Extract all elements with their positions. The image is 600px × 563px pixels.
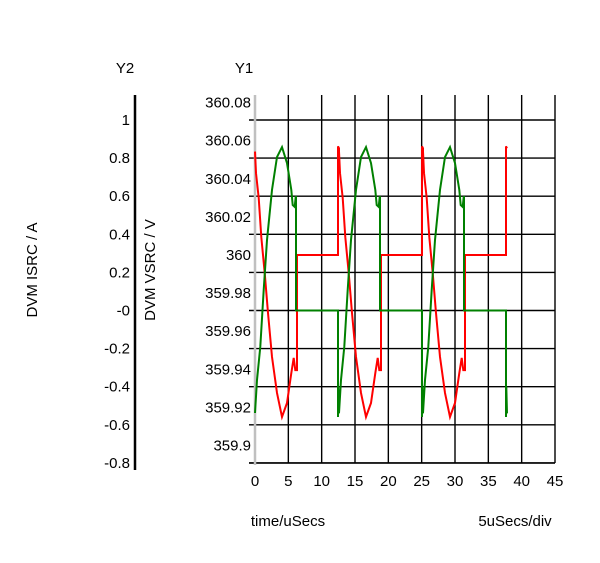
x-tick-label: 20 — [380, 473, 397, 490]
y1-tick-label: 359.9 — [213, 438, 251, 455]
y1-tick-label: 360.04 — [205, 171, 251, 188]
y2-tick-label: 0.2 — [109, 264, 130, 281]
y1-tick-label: 359.96 — [205, 323, 251, 340]
x-tick-label: 25 — [413, 473, 430, 490]
grid — [249, 95, 556, 464]
y1-tick-label: 360.08 — [205, 95, 251, 112]
series-group — [254, 144, 508, 421]
y1-tick-label: 360.02 — [205, 209, 251, 226]
y2-tick-label: -0.2 — [104, 341, 130, 358]
y2-tick-label: -0.8 — [104, 455, 130, 472]
y1-tick-label: 360.06 — [205, 133, 251, 150]
x-tick-label: 35 — [480, 473, 497, 490]
y2-tick-label: 1 — [122, 112, 130, 129]
y2-axis-label: DVM ISRC / A — [24, 222, 41, 317]
x-tick-label: 10 — [313, 473, 330, 490]
x-scale-label: 5uSecs/div — [478, 513, 552, 530]
y2-tick-label: 0.8 — [109, 150, 130, 167]
y1-axis-label: DVM VSRC / V — [142, 219, 159, 321]
y2-tick-label: 0.6 — [109, 188, 130, 205]
x-tick-label: 45 — [547, 473, 564, 490]
y1-axis-title: Y1 — [235, 60, 253, 77]
y1-tick-label: 360 — [226, 247, 251, 264]
series-line-dvm-vsrc — [254, 145, 508, 421]
x-tick-label: 5 — [284, 473, 292, 490]
x-tick-label: 30 — [447, 473, 464, 490]
y2-axis-title: Y2 — [116, 60, 134, 77]
x-axis-label: time/uSecs — [251, 513, 325, 530]
y2-tick-label: -0.6 — [104, 417, 130, 434]
x-tick-label: 0 — [251, 473, 259, 490]
x-tick-label: 15 — [347, 473, 364, 490]
x-tick-label: 40 — [513, 473, 530, 490]
tick-labels: 0 5 10 15 20 25 30 35 40 45 360.08 360.06 360.04 360.… — [104, 95, 563, 490]
y2-tick-label: -0 — [117, 303, 130, 320]
series-line-dvm-isrc — [254, 144, 508, 418]
y1-tick-label: 359.98 — [205, 285, 251, 302]
y2-tick-label: -0.4 — [104, 379, 130, 396]
y1-tick-label: 359.92 — [205, 399, 251, 416]
y2-tick-label: 0.4 — [109, 226, 130, 243]
y1-tick-label: 359.94 — [205, 361, 251, 378]
